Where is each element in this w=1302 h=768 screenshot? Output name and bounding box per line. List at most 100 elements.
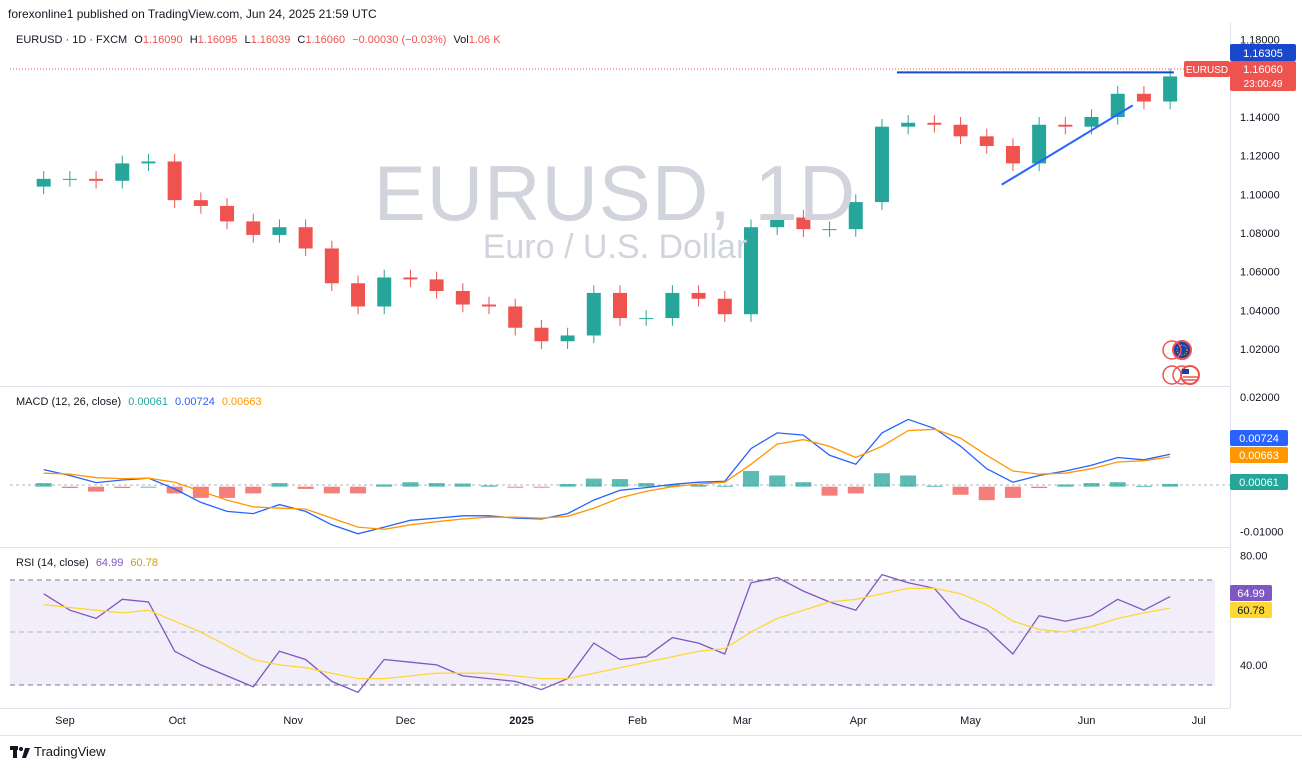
- candle[interactable]: [115, 155, 130, 189]
- candle[interactable]: [691, 285, 706, 307]
- us-flag-icon[interactable]: [1162, 365, 1200, 385]
- macd-hist-bar[interactable]: [1031, 486, 1048, 489]
- macd-hist-bar[interactable]: [88, 486, 105, 492]
- macd-hist-bar[interactable]: [664, 484, 681, 487]
- candle[interactable]: [89, 171, 104, 189]
- macd-legend[interactable]: MACD (12, 26, close) 0.00061 0.00724 0.0…: [16, 396, 262, 408]
- candle[interactable]: [560, 327, 575, 349]
- macd-hist-bar[interactable]: [219, 486, 236, 498]
- macd-lines[interactable]: [43, 418, 1171, 535]
- macd-hist-bar[interactable]: [716, 485, 733, 487]
- rsi-lines[interactable]: [43, 573, 1171, 694]
- macd-hist-bar[interactable]: [323, 486, 340, 494]
- macd-label[interactable]: MACD (12, 26, close): [16, 396, 122, 408]
- tradingview-footer[interactable]: TradingView: [10, 744, 106, 759]
- candle[interactable]: [1136, 86, 1151, 110]
- candle[interactable]: [1058, 117, 1073, 135]
- macd-hist-bar[interactable]: [1083, 483, 1100, 487]
- macd-hist-bar[interactable]: [900, 475, 917, 487]
- macd-hist-bar[interactable]: [507, 486, 524, 488]
- macd-hist-bar[interactable]: [1057, 484, 1074, 487]
- candle[interactable]: [324, 240, 339, 291]
- macd-hist-bar[interactable]: [428, 483, 445, 487]
- candle[interactable]: [193, 192, 208, 214]
- time-scale[interactable]: Sep Oct Nov Dec 2025 Feb Mar Apr May Jun Jul: [55, 715, 1206, 727]
- candle[interactable]: [717, 291, 732, 322]
- macd-hist-bar[interactable]: [166, 486, 183, 494]
- candle[interactable]: [927, 115, 942, 133]
- candle[interactable]: [220, 198, 235, 230]
- macd-hist-bar[interactable]: [1109, 482, 1126, 487]
- candle[interactable]: [848, 194, 863, 237]
- macd-hist-bar[interactable]: [638, 483, 655, 487]
- rsi-line[interactable]: [43, 573, 1171, 694]
- macd-hist-bar[interactable]: [1162, 483, 1179, 487]
- macd-hist-bar[interactable]: [271, 483, 288, 487]
- candle[interactable]: [272, 219, 287, 243]
- macd-line[interactable]: [43, 418, 1171, 535]
- macd-hist-bar[interactable]: [1004, 486, 1021, 498]
- candle[interactable]: [36, 171, 51, 195]
- macd-hist-bar[interactable]: [454, 483, 471, 487]
- symbol-legend[interactable]: EURUSD · 1D · FXCM O1.16090 H1.16095 L1.…: [16, 34, 501, 46]
- trendline[interactable]: [1001, 104, 1134, 186]
- candle[interactable]: [953, 117, 968, 145]
- rsi-ma-line[interactable]: [43, 587, 1171, 680]
- candle[interactable]: [613, 285, 627, 326]
- macd-hist-bar[interactable]: [61, 486, 78, 489]
- drawings-layer[interactable]: [896, 71, 1174, 186]
- legend-symbol[interactable]: EURUSD · 1D · FXCM: [16, 34, 128, 46]
- signal-line[interactable]: [43, 428, 1171, 530]
- candle[interactable]: [351, 275, 366, 315]
- candle[interactable]: [1110, 86, 1125, 125]
- macd-hist-bar[interactable]: [873, 473, 890, 487]
- macd-hist-bar[interactable]: [821, 486, 838, 496]
- macd-hist-bar[interactable]: [35, 483, 52, 487]
- candle[interactable]: [770, 209, 785, 235]
- macd-hist-bar[interactable]: [952, 486, 969, 495]
- macd-hist-bar[interactable]: [402, 482, 419, 487]
- candle[interactable]: [141, 153, 156, 172]
- macd-hist-bar[interactable]: [690, 484, 707, 487]
- macd-hist-bar[interactable]: [795, 482, 812, 487]
- macd-hist-bar[interactable]: [481, 485, 498, 487]
- macd-hist-bar[interactable]: [350, 486, 367, 494]
- rsi-legend[interactable]: RSI (14, close) 64.99 60.78: [16, 557, 158, 569]
- macd-hist-bar[interactable]: [559, 483, 576, 487]
- macd-hist-bar[interactable]: [245, 486, 262, 494]
- rsi-label[interactable]: RSI (14, close): [16, 557, 89, 569]
- candle[interactable]: [246, 213, 261, 243]
- eu-flag-icon[interactable]: [1162, 340, 1192, 360]
- candle[interactable]: [901, 115, 916, 135]
- macd-hist-bar[interactable]: [297, 486, 314, 489]
- candle[interactable]: [377, 269, 392, 315]
- macd-hist-bar[interactable]: [769, 475, 786, 487]
- macd-hist-bar[interactable]: [978, 486, 995, 501]
- candle[interactable]: [822, 221, 837, 237]
- candle[interactable]: [874, 118, 889, 210]
- candle[interactable]: [665, 285, 680, 326]
- macd-histogram[interactable]: [35, 470, 1179, 501]
- macd-hist-bar[interactable]: [847, 486, 864, 494]
- candle[interactable]: [979, 128, 994, 154]
- macd-hist-bar[interactable]: [1135, 485, 1152, 487]
- candle[interactable]: [298, 219, 313, 257]
- candle[interactable]: [639, 310, 654, 326]
- macd-hist-bar[interactable]: [533, 486, 550, 488]
- candle[interactable]: [1005, 138, 1020, 172]
- candlestick-series[interactable]: [36, 68, 1178, 349]
- candle[interactable]: [429, 271, 444, 299]
- candle[interactable]: [62, 171, 77, 187]
- macd-hist-bar[interactable]: [192, 486, 209, 498]
- macd-hist-bar[interactable]: [612, 479, 628, 487]
- candle[interactable]: [508, 298, 523, 336]
- candle[interactable]: [403, 269, 418, 288]
- candle[interactable]: [586, 285, 601, 344]
- candle[interactable]: [1163, 68, 1178, 110]
- macd-hist-bar[interactable]: [926, 485, 943, 487]
- candle[interactable]: [534, 320, 549, 349]
- macd-hist-bar[interactable]: [140, 486, 157, 488]
- candle[interactable]: [455, 283, 470, 313]
- candle[interactable]: [743, 219, 758, 322]
